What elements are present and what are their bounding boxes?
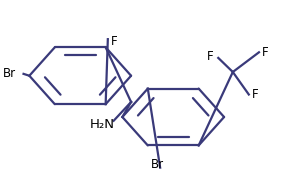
Text: Br: Br [3, 67, 16, 80]
Text: H₂N: H₂N [89, 118, 115, 131]
Text: F: F [111, 35, 117, 47]
Text: Br: Br [151, 158, 164, 171]
Text: F: F [252, 88, 258, 101]
Text: F: F [207, 50, 214, 63]
Text: F: F [262, 46, 268, 59]
